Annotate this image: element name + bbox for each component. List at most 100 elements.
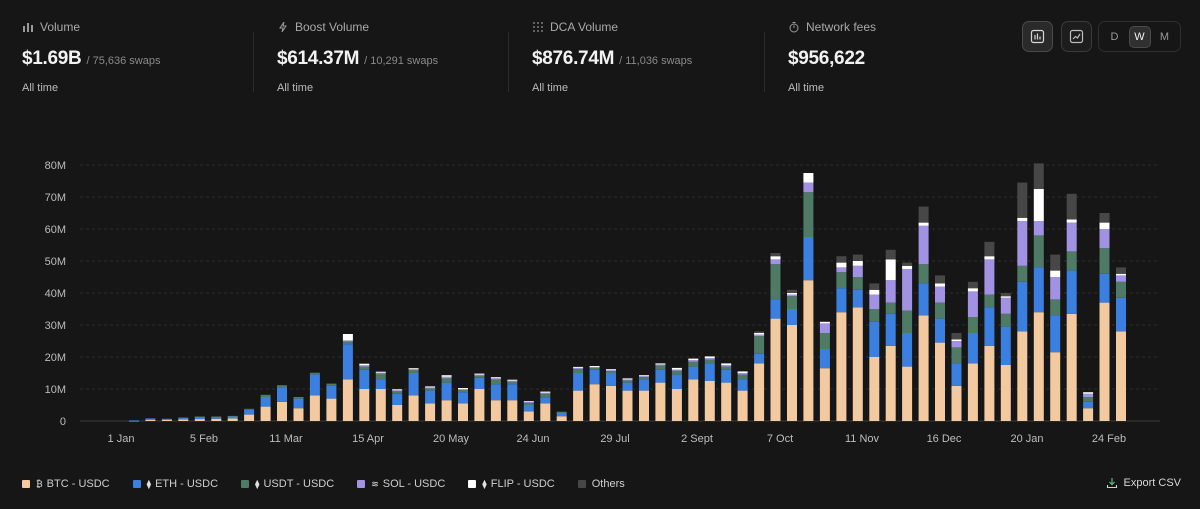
- stat-period: All time: [532, 82, 569, 94]
- legend-item[interactable]: ≋ SOL - USDC: [357, 478, 445, 490]
- bar-stack: [754, 331, 765, 421]
- bar-segment: [260, 397, 271, 407]
- y-tick-label: 50M: [45, 256, 66, 268]
- bar-segment: [1066, 270, 1077, 314]
- bar-segment: [688, 379, 699, 421]
- token-icon: ≋: [371, 478, 379, 489]
- bar-segment: [869, 321, 880, 357]
- bar-segment: [770, 253, 781, 257]
- legend-item[interactable]: ₿ BTC - USDC: [22, 478, 110, 490]
- x-tick-label: 1 Jan: [108, 433, 135, 445]
- bar-segment: [342, 341, 353, 345]
- bar-segment: [787, 309, 797, 325]
- bar-stack: [1083, 392, 1094, 421]
- bar-segment: [458, 389, 468, 390]
- bar-stack: [1066, 193, 1077, 421]
- bar-segment: [803, 173, 814, 183]
- stat-value: $1.69B: [22, 48, 82, 69]
- bar-segment: [935, 302, 945, 319]
- bar-segment: [639, 375, 649, 377]
- bar-segment: [573, 366, 584, 368]
- bar-segment: [787, 325, 797, 421]
- bar-segment: [260, 406, 271, 421]
- bar-segment: [819, 323, 830, 333]
- divider: [764, 32, 765, 92]
- bar-stack: [1116, 267, 1126, 421]
- bar-segment: [704, 358, 715, 360]
- y-tick-label: 60M: [45, 224, 66, 236]
- bar-stack: [309, 372, 320, 421]
- bar-segment: [869, 309, 880, 322]
- bar-stack: [819, 321, 830, 421]
- bar-segment: [244, 408, 255, 410]
- bar-segment: [639, 377, 649, 380]
- bar-segment: [375, 371, 386, 373]
- bar-segment: [145, 418, 156, 420]
- bar-segment: [178, 417, 189, 419]
- bar-segment: [754, 334, 765, 337]
- legend-swatch: [132, 480, 141, 488]
- stat-swaps: / 75,636 swaps: [86, 55, 161, 67]
- bar-segment: [967, 333, 978, 364]
- bar-stack: [392, 389, 403, 421]
- bar-segment: [1116, 297, 1126, 332]
- bar-stack: [375, 371, 386, 421]
- granularity-week[interactable]: W: [1128, 25, 1151, 48]
- bar-segment: [984, 294, 995, 308]
- bar-stack: [408, 368, 419, 421]
- stat-label: DCA Volume: [550, 20, 619, 34]
- bar-segment: [885, 302, 896, 314]
- chart-legend: ₿ BTC - USDC ⧫ ETH - USDC ⧫ USDT - USDC ≋ SOL -…: [22, 478, 648, 490]
- bar-segment: [1000, 326, 1011, 365]
- bar-segment: [852, 254, 863, 261]
- bar-segment: [589, 369, 600, 385]
- bar-segment: [408, 370, 419, 373]
- bar-segment: [918, 222, 929, 226]
- bar-segment: [836, 288, 847, 313]
- bar-segment: [342, 334, 353, 341]
- legend-item[interactable]: ⧫ ETH - USDC: [132, 478, 218, 490]
- bar-segment: [721, 365, 732, 367]
- bar-segment: [819, 333, 830, 349]
- bar-segment: [1083, 401, 1094, 409]
- export-csv-button[interactable]: Export CSV: [1106, 477, 1181, 489]
- bar-stack: [1033, 163, 1044, 421]
- legend-item[interactable]: ⧫ USDT - USDC: [241, 478, 334, 490]
- bar-segment: [507, 400, 518, 421]
- granularity-day[interactable]: D: [1110, 30, 1119, 43]
- bar-segment: [573, 373, 584, 391]
- bar-segment: [507, 381, 518, 385]
- bar-segment: [721, 369, 732, 383]
- bar-segment: [540, 392, 551, 394]
- bar-stack: [359, 363, 370, 421]
- bar-segment: [540, 403, 551, 421]
- bar-segment: [359, 389, 370, 421]
- bar-segment: [819, 321, 830, 324]
- granularity-month[interactable]: M: [1159, 30, 1170, 43]
- stat-value: $956,622: [788, 48, 865, 69]
- bar-segment: [737, 371, 748, 373]
- bar-segment: [671, 389, 682, 421]
- bar-segment: [622, 382, 633, 391]
- stat-period: All time: [277, 82, 314, 94]
- bar-segment: [639, 379, 649, 391]
- bar-segment: [490, 384, 501, 401]
- y-tick-label: 40M: [45, 288, 66, 300]
- legend-item[interactable]: Others: [577, 478, 625, 490]
- bar-segment: [227, 415, 238, 417]
- stat-volume: Volume $1.69B / 75,636 swaps All time: [22, 20, 277, 100]
- bar-segment: [408, 373, 419, 396]
- download-icon: [1106, 478, 1117, 489]
- bar-segment: [984, 307, 995, 346]
- bar-segment: [951, 341, 962, 348]
- legend-item[interactable]: ⧫ FLIP - USDC: [468, 478, 555, 490]
- bar-segment: [869, 283, 880, 290]
- line-chart-view-button[interactable]: [1061, 21, 1092, 52]
- bar-segment: [573, 368, 584, 373]
- bar-stack: [589, 366, 600, 421]
- bar-segment: [523, 411, 534, 421]
- bar-segment: [425, 386, 436, 388]
- bar-segment: [1050, 299, 1061, 316]
- bar-chart-view-button[interactable]: [1022, 21, 1053, 52]
- bar-segment: [1050, 277, 1061, 300]
